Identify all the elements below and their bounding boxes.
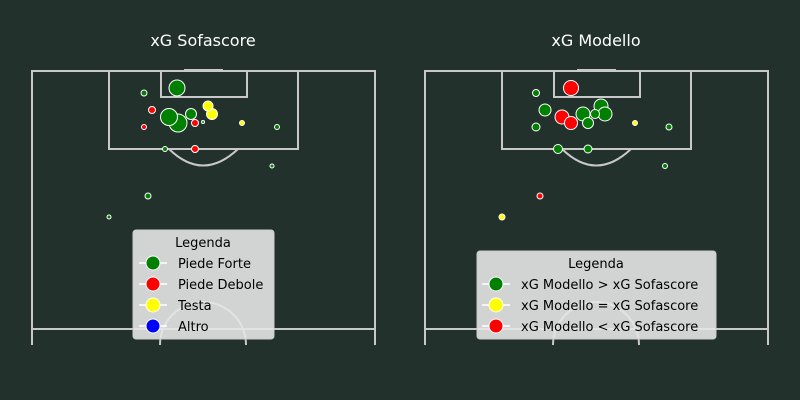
legend-label-1: Piede Debole [178, 278, 263, 293]
shot-point-10 [597, 106, 613, 122]
shot-point-12 [274, 124, 280, 130]
legend-marker-2 [145, 297, 161, 313]
shot-point-16 [144, 192, 152, 200]
legend: Legenda xG Modello > xG Sofascore xG Mode… [476, 250, 717, 340]
shot-point-7 [191, 119, 199, 127]
panel-sofascore: xG Sofascore Legenda Piede Forte Piede De… [31, 31, 376, 346]
shot-point-5 [564, 116, 578, 130]
shot-point-15 [662, 163, 668, 169]
shot-point-7 [582, 117, 594, 129]
shot-point-1 [140, 89, 148, 97]
legend-label-1: xG Modello = xG Sofascore [521, 299, 698, 314]
shot-point-8 [590, 109, 600, 119]
legend-marker-1 [145, 276, 161, 292]
legend-box [476, 250, 717, 340]
chart-title: xG Sofascore [150, 31, 255, 50]
shot-point-12 [665, 123, 673, 131]
legend-label-2: Testa [177, 299, 212, 314]
shot-point-1 [532, 89, 540, 97]
legend-label-0: Piede Forte [178, 257, 251, 272]
shot-point-2 [538, 103, 552, 117]
shot-point-11 [239, 120, 245, 126]
penalty-arc [561, 148, 632, 167]
shot-point-0 [168, 79, 186, 97]
shot-point-17 [498, 213, 506, 221]
shot-point-13 [553, 144, 563, 154]
penalty-arc [168, 148, 239, 167]
legend-marker-0 [488, 276, 504, 292]
shot-point-8 [201, 120, 205, 124]
pitch [31, 69, 376, 346]
shot-point-14 [583, 144, 593, 154]
shot-point-3 [531, 122, 541, 132]
legend-label-2: xG Modello < xG Sofascore [521, 320, 698, 335]
shot-point-0 [563, 80, 579, 96]
shot-point-4 [160, 108, 178, 126]
shot-point-14 [191, 145, 199, 153]
shot-point-13 [162, 146, 168, 152]
legend: Legenda Piede Forte Piede Debole Testa Altr… [132, 229, 275, 340]
shots-layer [106, 79, 280, 220]
legend-marker-0 [145, 255, 161, 271]
legend-label-0: xG Modello > xG Sofascore [521, 278, 698, 293]
shot-point-15 [269, 163, 275, 169]
shot-point-17 [106, 214, 112, 220]
legend-title: Legenda [568, 257, 624, 272]
legend-title: Legenda [175, 236, 231, 251]
chart-title: xG Modello [551, 31, 640, 50]
legend-label-3: Altro [178, 320, 209, 335]
legend-marker-3 [145, 318, 161, 334]
panel-modello: xG Modello Legenda xG Modello > xG Sofas… [424, 31, 769, 346]
shot-point-9 [202, 100, 214, 112]
legend-marker-1 [488, 297, 504, 313]
legend-box [132, 229, 275, 340]
shot-point-11 [632, 120, 638, 126]
shot-point-2 [148, 106, 156, 114]
shot-point-6 [185, 108, 197, 120]
shots-layer [498, 80, 673, 221]
shot-point-16 [536, 192, 544, 200]
legend-marker-2 [488, 318, 504, 334]
penalty-area [108, 70, 299, 150]
shot-point-3 [141, 124, 147, 130]
